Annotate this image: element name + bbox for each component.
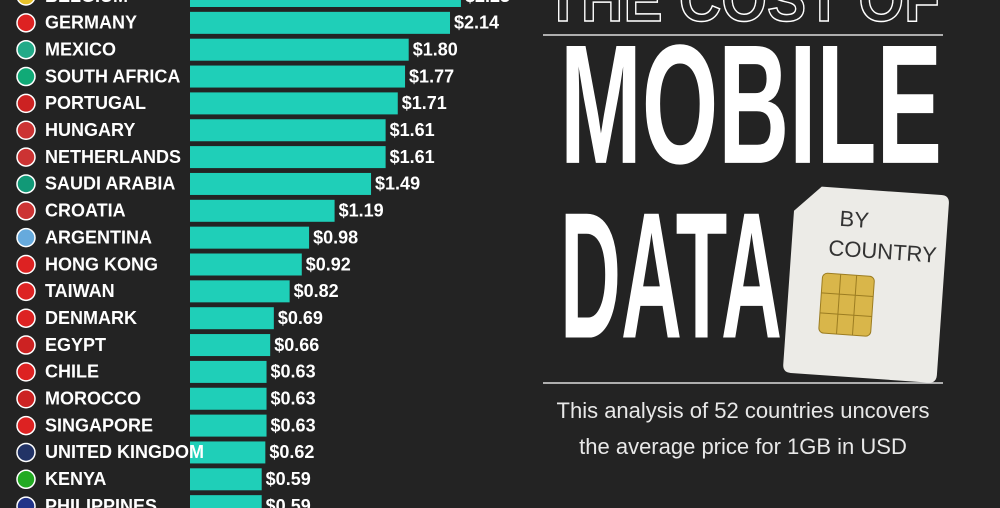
flag (16, 201, 36, 221)
category-label: SOUTH AFRICA (45, 66, 180, 86)
bar (190, 226, 310, 249)
sim-chip-lines (819, 274, 874, 336)
value-label: $1.49 (375, 174, 420, 194)
flag (16, 13, 36, 33)
category-label: PHILIPPINES (45, 496, 157, 508)
value-label: $1.61 (390, 147, 435, 167)
bar (190, 387, 267, 410)
category-label: CHILE (45, 362, 99, 382)
category-label: HONG KONG (45, 254, 158, 274)
flag (16, 66, 36, 87)
value-label: $0.63 (271, 389, 316, 409)
value-label: $1.77 (409, 66, 454, 86)
flag (16, 93, 36, 114)
category-label: SINGAPORE (45, 415, 153, 435)
category-label: HUNGARY (45, 120, 135, 140)
bar (190, 468, 262, 491)
category-label: CROATIA (45, 201, 126, 221)
category-label: SAUDI ARABIA (45, 174, 175, 194)
flag (16, 308, 36, 328)
bar (190, 334, 271, 357)
value-label: $0.59 (266, 496, 311, 508)
value-label: $0.63 (271, 415, 316, 435)
flag (16, 442, 36, 463)
bar (190, 280, 290, 303)
flag (16, 281, 36, 302)
bar (190, 92, 398, 115)
value-label: $0.62 (269, 442, 314, 462)
bar (190, 0, 461, 7)
category-label: MEXICO (45, 39, 116, 59)
sim-card: BY COUNTRY (783, 186, 949, 383)
category-label: NETHERLANDS (45, 147, 181, 167)
category-label: KENYA (45, 469, 106, 489)
bar (190, 360, 267, 383)
flag (16, 389, 36, 409)
title-line: DATA (560, 176, 782, 377)
bar (190, 11, 451, 34)
bar (190, 495, 262, 508)
category-label: MOROCCO (45, 389, 141, 409)
category-label: EGYPT (45, 335, 106, 355)
sim-chip (818, 272, 875, 337)
bar (190, 199, 335, 222)
value-label: $1.61 (390, 120, 435, 140)
value-label: $0.98 (313, 227, 358, 247)
category-label: DENMARK (45, 308, 137, 328)
subtitle-line: the average price for 1GB in USD (579, 434, 907, 459)
flag (16, 415, 36, 436)
flag (16, 39, 36, 60)
flag (16, 254, 36, 275)
value-label: $2.23 (465, 0, 510, 6)
flag (16, 469, 36, 490)
flag (16, 335, 36, 355)
subtitle-line: This analysis of 52 countries uncovers (557, 398, 930, 423)
flag (17, 0, 35, 6)
category-label: PORTUGAL (45, 93, 146, 113)
category-label: UNITED KINGDOM (45, 442, 204, 462)
value-label: $1.71 (402, 93, 447, 113)
flag (16, 362, 36, 382)
value-label: $0.63 (271, 362, 316, 382)
title-line: MOBILE (560, 10, 942, 200)
category-label: GERMANY (45, 13, 137, 33)
flag (16, 120, 36, 140)
flag (16, 227, 36, 248)
bar (190, 414, 267, 437)
value-label: $0.82 (294, 281, 339, 301)
flag (16, 147, 36, 167)
value-label: $1.19 (339, 201, 384, 221)
category-label: TAIWAN (45, 281, 115, 301)
value-label: $2.14 (454, 13, 499, 33)
bar (190, 38, 409, 61)
value-label: $0.59 (266, 469, 311, 489)
category-label: ARGENTINA (45, 227, 152, 247)
bar (190, 65, 406, 88)
value-label: $0.92 (306, 254, 351, 274)
bar (190, 119, 386, 142)
badge-line: BY (839, 206, 870, 233)
value-label: $0.69 (278, 308, 323, 328)
category-label: BELGIUM (45, 0, 128, 6)
bar (190, 307, 274, 330)
title-line: THE COST OF (545, 0, 940, 35)
value-label: $0.66 (274, 335, 319, 355)
value-label: $1.80 (413, 39, 458, 59)
bar (190, 172, 372, 195)
bar (190, 441, 266, 464)
flag (16, 174, 36, 194)
bar (190, 146, 386, 169)
bar (190, 253, 302, 276)
flag (16, 496, 36, 508)
